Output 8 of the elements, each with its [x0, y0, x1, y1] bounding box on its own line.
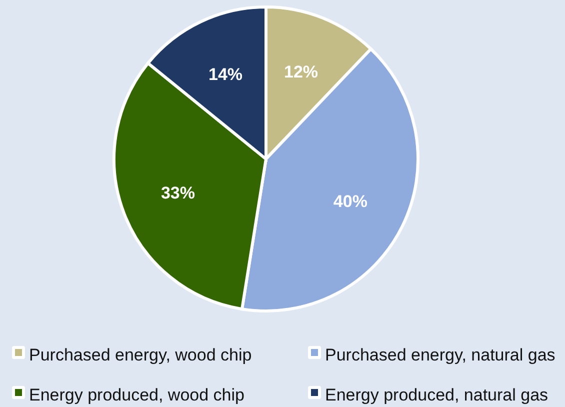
legend-label: Purchased energy, wood chip [29, 345, 252, 364]
data-label: 33% [160, 184, 195, 203]
legend-label: Energy produced, wood chip [29, 385, 244, 404]
legend-label: Energy produced, natural gas [325, 385, 548, 404]
legend-label: Purchased energy, natural gas [325, 345, 556, 364]
data-label: 40% [333, 192, 368, 211]
data-label: 14% [208, 64, 243, 84]
data-label: 12% [284, 62, 318, 82]
